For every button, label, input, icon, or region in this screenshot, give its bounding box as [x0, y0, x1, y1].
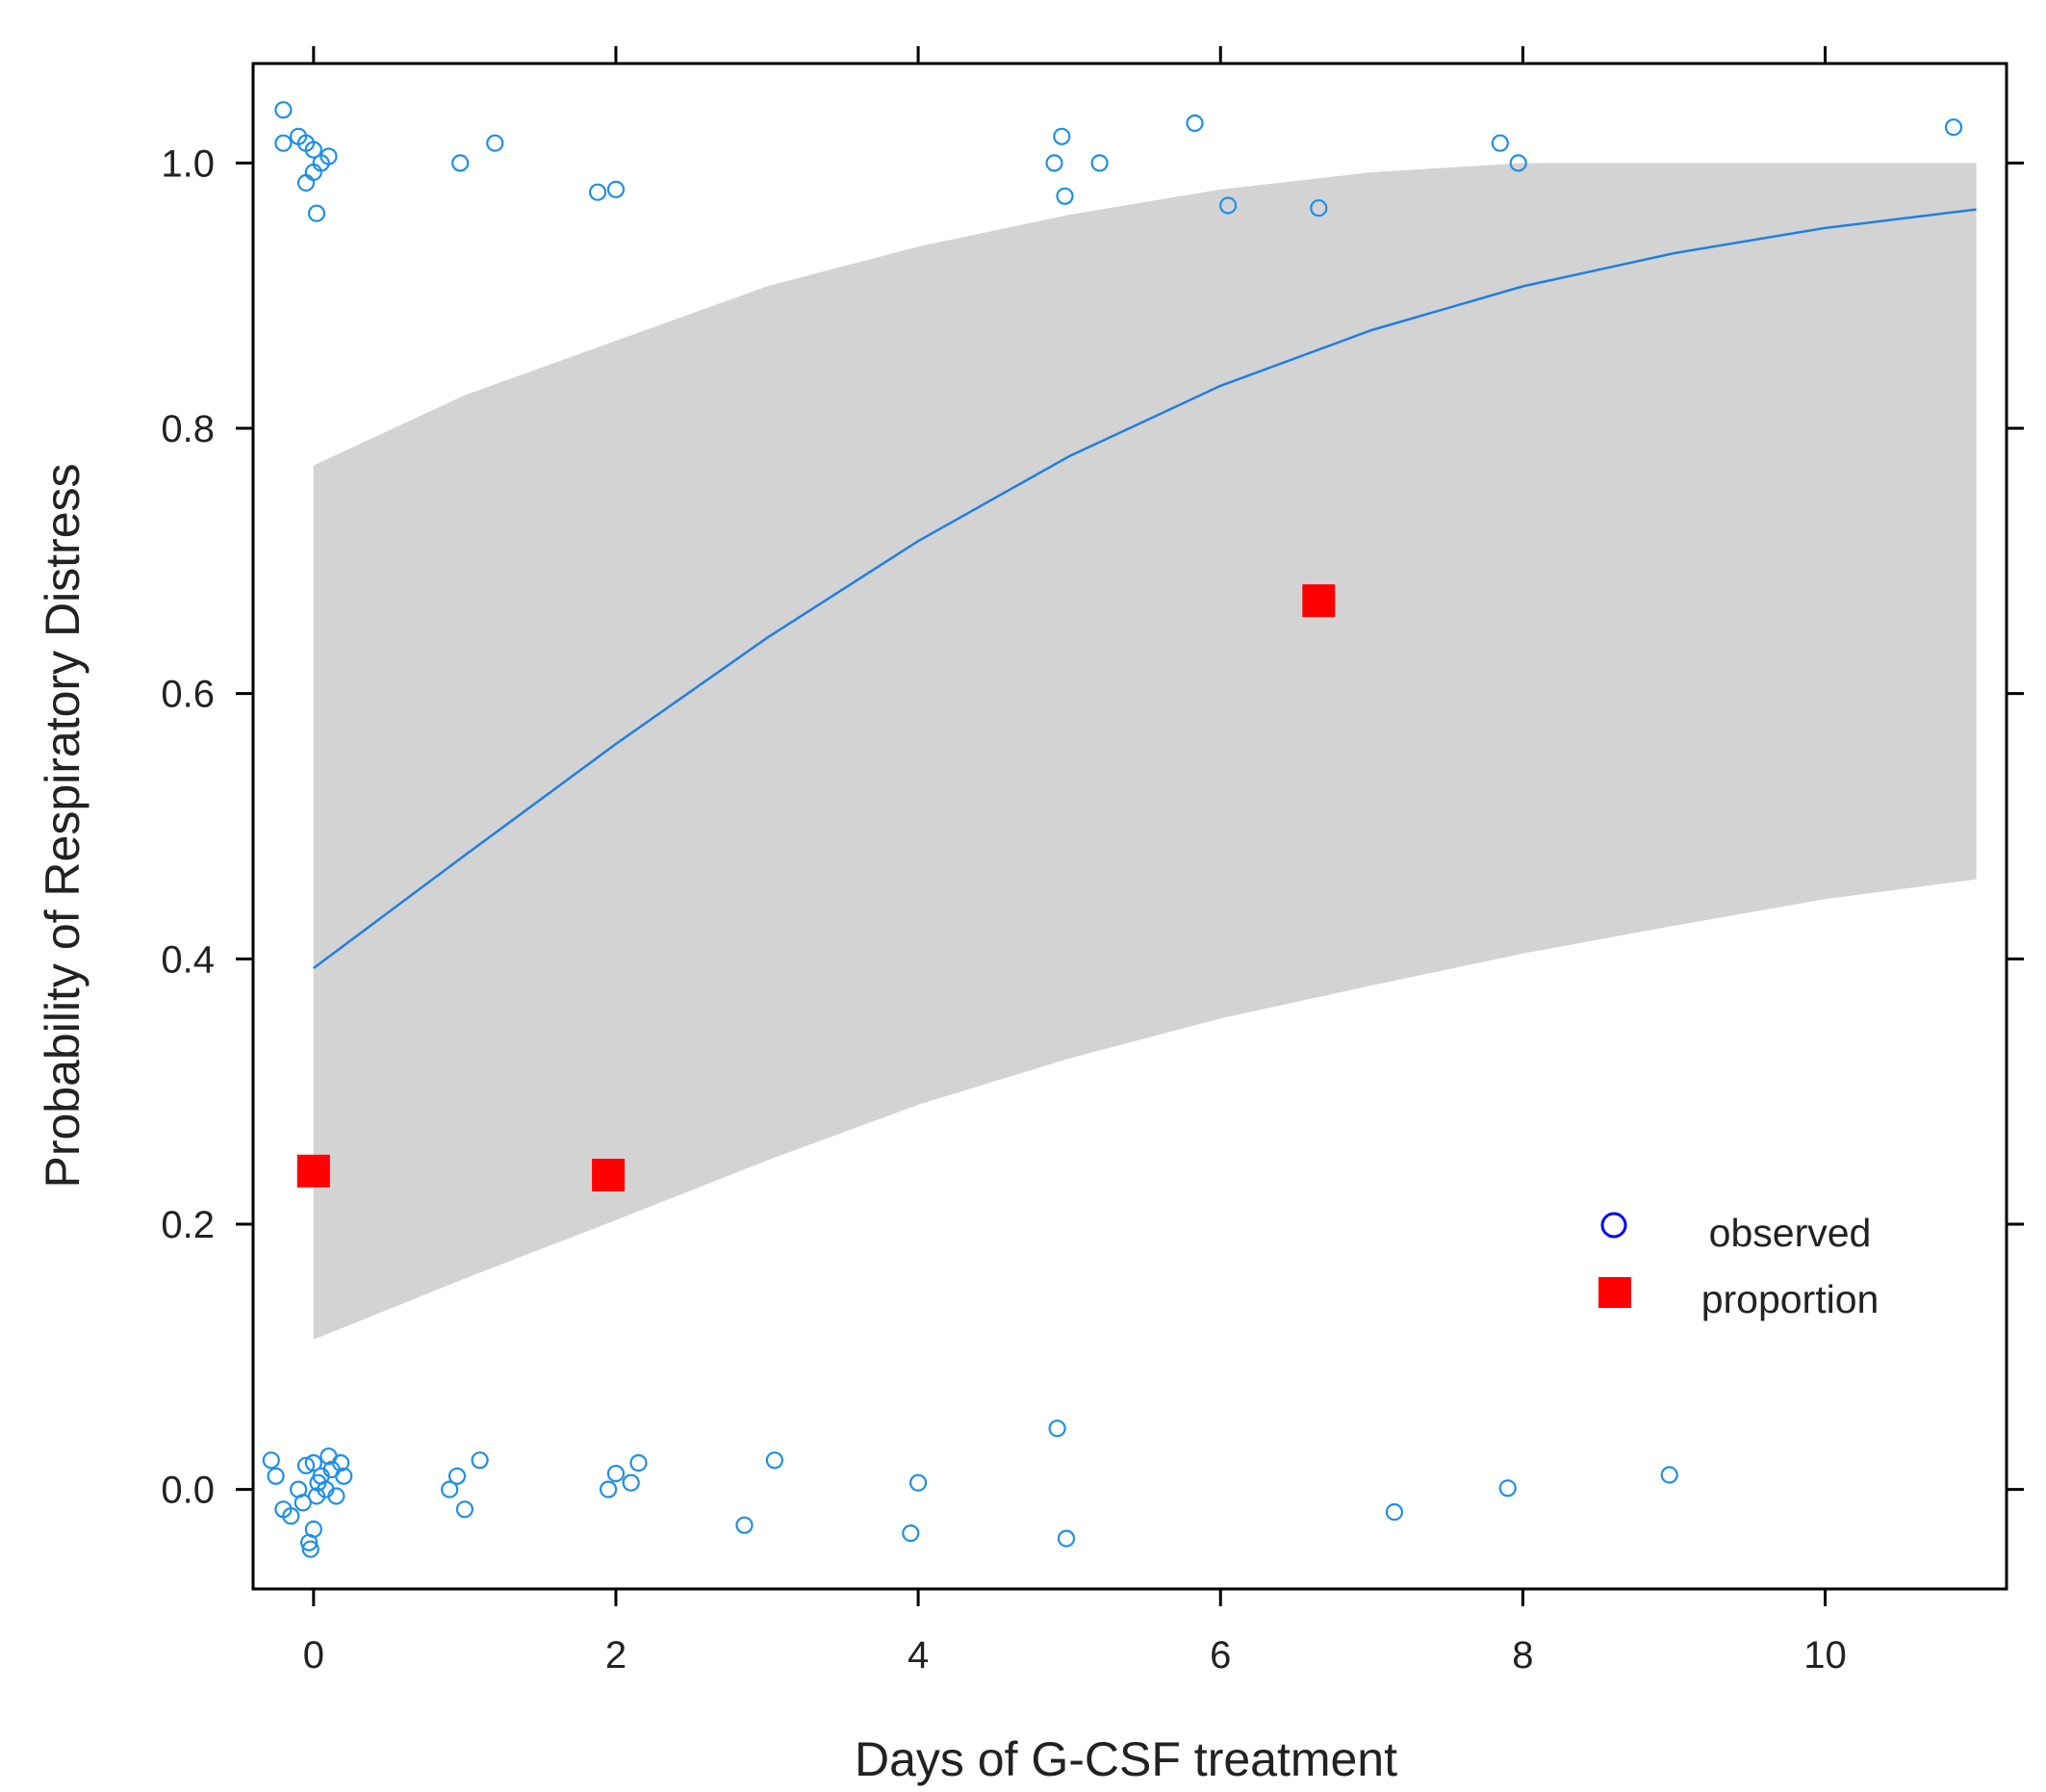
observed-point [332, 1453, 350, 1472]
observed-point [606, 180, 626, 198]
observed-point [765, 1451, 784, 1470]
observed-point [1045, 154, 1063, 172]
observed-point [262, 1451, 280, 1470]
y-tick-label: 1.0 [161, 142, 215, 185]
observed-point [1385, 1502, 1404, 1522]
observed-point [902, 1523, 920, 1543]
observed-point [1509, 154, 1527, 172]
confidence-band [313, 163, 1977, 1340]
observed-point [448, 1467, 467, 1485]
plot-frame [251, 62, 2008, 1591]
observed-point [294, 1494, 312, 1512]
observed-point [274, 134, 293, 152]
observed-point [1048, 1420, 1066, 1438]
y-tick-label: 0.0 [161, 1470, 215, 1512]
observed-point [327, 1487, 345, 1505]
x-tick-label: 10 [1803, 1634, 1847, 1677]
x-tick-label: 6 [1210, 1634, 1231, 1677]
proportion-point [296, 1154, 330, 1188]
observed-point [441, 1480, 459, 1498]
observed-point [1310, 199, 1328, 218]
observed-point [1186, 114, 1204, 133]
observed-point [1944, 118, 1963, 137]
observed-point [599, 1480, 618, 1498]
x-tick-label: 0 [303, 1634, 324, 1677]
observed-point [606, 1464, 626, 1483]
observed-point [304, 1453, 322, 1472]
observed-point [1491, 134, 1509, 152]
observed-point [455, 1500, 473, 1519]
observed-point [629, 1453, 648, 1472]
proportion-point [592, 1159, 626, 1191]
observed-point [735, 1516, 754, 1534]
observed-point [274, 101, 293, 119]
observed-point [320, 147, 338, 166]
proportion-point [1302, 584, 1336, 618]
plot-area [262, 101, 1977, 1558]
observed-point [1056, 187, 1074, 205]
observed-point [282, 1507, 300, 1525]
observed-point [307, 204, 326, 222]
observed-point [588, 183, 607, 201]
x-axis-ticks: 0 2 4 6 8 10 [303, 46, 1847, 1677]
observed-point [486, 134, 504, 152]
legend-proportion-label: proportion [1701, 1277, 1880, 1321]
observed-point [267, 1467, 285, 1485]
observed-point [1218, 196, 1238, 215]
observed-point [304, 163, 322, 182]
observed-point [304, 1520, 322, 1539]
observed-point [301, 1540, 320, 1558]
observed-point [908, 1473, 928, 1492]
observed-point [1660, 1466, 1678, 1484]
y-tick-label: 0.2 [161, 1204, 215, 1246]
legend-observed-marker [1600, 1212, 1627, 1239]
legend-observed-label: observed [1709, 1211, 1872, 1255]
observed-point [1057, 1529, 1076, 1548]
observed-point [1053, 127, 1071, 145]
observed-point [1090, 154, 1109, 172]
x-tick-label: 4 [908, 1634, 929, 1677]
y-tick-label: 0.8 [161, 408, 215, 450]
y-axis-ticks: 0.0 0.2 0.4 0.6 0.8 1.0 [161, 142, 2024, 1512]
y-axis-title: Probability of Respiratory Distress [36, 463, 90, 1188]
x-tick-label: 8 [1512, 1634, 1533, 1677]
observed-point [451, 154, 470, 172]
observed-point [471, 1451, 489, 1470]
fitted-line [313, 208, 1977, 970]
legend: observed proportion [1598, 1211, 1879, 1321]
x-axis-title: Days of G-CSF treatment [855, 1732, 1397, 1786]
observed-point [335, 1467, 353, 1485]
observed-point [622, 1473, 640, 1492]
y-tick-label: 0.6 [161, 674, 215, 716]
legend-proportion-marker [1598, 1277, 1631, 1308]
observed-point [296, 1456, 316, 1474]
observed-point [309, 1473, 327, 1492]
y-tick-label: 0.4 [161, 938, 215, 981]
observed-point [1498, 1479, 1517, 1498]
observed-point [304, 141, 322, 159]
x-tick-label: 2 [605, 1634, 627, 1677]
